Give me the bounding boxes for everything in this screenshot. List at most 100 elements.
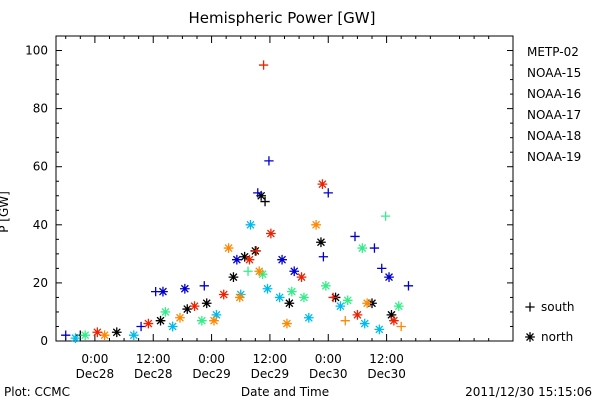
y-axis-label: P [GW]: [0, 191, 11, 233]
data-point-north: [362, 298, 372, 309]
data-point-north: [235, 289, 246, 300]
data-point-north: [234, 292, 245, 303]
data-point-north: [244, 254, 255, 265]
data-point-north: [384, 272, 394, 282]
data-point-south: [396, 321, 406, 332]
data-point-south: [260, 196, 270, 207]
data-point-south: [328, 292, 338, 303]
x-axis-label: Date and Time: [241, 385, 329, 399]
data-point-north: [99, 330, 110, 341]
y-tick-label: 0: [40, 334, 48, 348]
data-point-south: [251, 246, 261, 256]
plot-frame: [55, 35, 514, 342]
data-point-north: [80, 330, 91, 341]
data-point-north: [289, 266, 300, 277]
data-point-north: [357, 243, 368, 253]
data-point-south: [369, 243, 380, 253]
x-tick-date-label: Dec29: [192, 367, 231, 381]
data-point-north: [359, 318, 370, 329]
data-point-south: [253, 188, 263, 198]
data-point-north: [182, 304, 193, 314]
series-noaa-17: [80, 211, 404, 341]
x-tick-date-label: Dec28: [134, 367, 173, 381]
data-point-north: [128, 330, 139, 341]
y-axis-ticks: 0 20 40 60 80 100: [25, 35, 513, 348]
legend-series-label: NOAA-17: [527, 108, 581, 122]
legend-series-label: NOAA-15: [527, 66, 581, 80]
data-point-south: [264, 156, 274, 166]
data-point-south: [61, 330, 71, 340]
data-point-south: [258, 60, 269, 70]
series-noaa-18: [99, 219, 406, 341]
data-point-north: [175, 312, 185, 323]
data-point-north: [167, 321, 178, 332]
y-tick-label: 40: [33, 218, 48, 232]
data-point-north: [254, 266, 265, 277]
y-tick-label: 60: [33, 160, 48, 174]
data-point-south: [318, 252, 329, 262]
data-point-south: [350, 231, 360, 242]
data-point-north: [228, 272, 239, 282]
data-point-south: [243, 266, 253, 276]
data-point-north: [218, 289, 229, 300]
data-point-north: [111, 327, 122, 338]
data-point-north: [386, 310, 397, 320]
data-point-north: [303, 312, 314, 323]
data-point-south: [340, 316, 350, 326]
data-point-north: [367, 298, 377, 309]
data-point-north: [335, 301, 346, 311]
series-noaa-19: [92, 60, 399, 338]
legend-series-label: METP-02: [527, 45, 579, 59]
data-point-north: [232, 254, 242, 265]
data-point-north: [317, 179, 328, 189]
legend-series-label: NOAA-19: [527, 150, 581, 164]
x-tick-time-label: 0:00: [81, 352, 108, 366]
y-tick-label: 20: [33, 276, 48, 290]
legend-star-marker: [525, 332, 535, 342]
x-tick-time-label: 12:00: [136, 352, 171, 366]
x-tick-date-label: Dec30: [309, 367, 348, 381]
data-point-north: [239, 251, 250, 262]
data-point-north: [201, 298, 212, 309]
data-point-north: [158, 286, 168, 297]
y-tick-label: 100: [25, 44, 48, 58]
footer-timestamp: 2011/12/30 15:15:06: [465, 385, 592, 399]
data-point-north: [189, 301, 200, 311]
data-point-north: [209, 315, 219, 326]
data-point-south: [136, 321, 146, 332]
x-tick-time-label: 12:00: [253, 352, 288, 366]
data-point-south: [377, 263, 387, 274]
legend: METP-02 NOAA-15 NOAA-16 NOAA-17 NOAA-18 NOAA-…: [525, 45, 581, 344]
legend-series-label: NOAA-18: [527, 129, 581, 143]
legend-series-label: NOAA-16: [527, 87, 581, 101]
chart-title: Hemispheric Power [GW]: [189, 9, 376, 27]
data-point-north: [374, 324, 385, 335]
data-point-north: [160, 307, 171, 317]
data-point-north: [320, 280, 331, 291]
legend-marker-item: south: [525, 300, 575, 314]
footer-plot-credit: Plot: CCMC: [4, 385, 70, 399]
data-point-north: [245, 219, 256, 230]
series-noaa-15: [61, 156, 414, 340]
data-point-north: [155, 315, 166, 326]
series-noaa-16: [70, 219, 385, 343]
data-point-north: [143, 318, 154, 329]
x-tick-time-label: 0:00: [315, 352, 342, 366]
data-point-south: [403, 281, 414, 291]
data-point-north: [262, 283, 273, 294]
series-metp-02: [75, 190, 397, 340]
data-point-south: [323, 188, 333, 198]
x-tick-date-label: Dec30: [367, 367, 406, 381]
x-tick-time-label: 0:00: [198, 352, 225, 366]
data-point-north: [393, 301, 404, 311]
data-point-north: [256, 190, 267, 201]
data-point-north: [316, 237, 326, 248]
data-point-north: [299, 292, 309, 303]
data-point-north: [179, 283, 190, 294]
data-point-north: [389, 315, 399, 326]
data-point-north: [70, 333, 81, 343]
legend-plus-marker: [525, 302, 535, 312]
y-tick-label: 80: [33, 102, 48, 116]
legend-marker-label: south: [541, 300, 575, 314]
